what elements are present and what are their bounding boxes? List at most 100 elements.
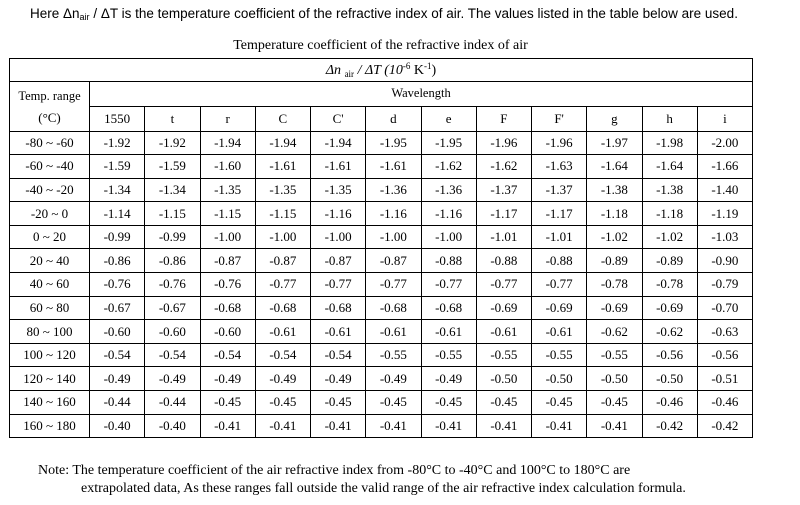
value-cell: -0.88 — [530, 248, 588, 274]
value-cell: -0.45 — [309, 390, 367, 415]
unit-header-row: Δn air / ΔT (10-6 K-1) — [8, 58, 754, 82]
temp-range-cell: -80 ~ -60 — [9, 130, 90, 156]
table-row: 160 ~ 180 -0.40 -0.40 -0.41 -0.41 -0.41 -0.41-… — [9, 413, 754, 439]
value-cell: -0.49 — [199, 366, 256, 392]
value-cell: -1.38 — [586, 177, 643, 203]
value-cell: -1.01 — [530, 224, 588, 250]
footnote: Note: The temperature coefficient of the… — [38, 462, 758, 498]
column-header-row: (°C) 1550 t r C C' d e F F' g h i — [9, 105, 754, 132]
table-row: 0 ~ 20 -0.99 -0.99 -1.00 -1.00 -1.00 -1.00 -1.0… — [9, 224, 754, 250]
value-cell: -0.62 — [586, 319, 643, 344]
value-cell: -1.62 — [475, 154, 533, 179]
value-cell: -1.63 — [530, 154, 588, 179]
temp-range-cell: 140 ~ 160 — [9, 390, 90, 415]
value-cell: -1.00 — [420, 224, 477, 250]
value-cell: -0.40 — [144, 413, 201, 439]
value-cell: -1.94 — [254, 130, 312, 156]
value-cell: -1.35 — [309, 177, 367, 203]
unit-subscript: air — [344, 69, 355, 79]
value-cell: -0.41 — [530, 413, 588, 439]
value-cell: -1.66 — [696, 154, 754, 179]
value-cell: -0.45 — [254, 390, 312, 415]
value-cell: -0.76 — [144, 272, 201, 297]
unit-header: Δn air / ΔT (10-6 K-1) — [8, 58, 754, 82]
value-cell: -0.61 — [475, 319, 533, 344]
temp-range-label: Temp. range — [9, 81, 90, 106]
temp-range-cell: 60 ~ 80 — [9, 295, 90, 321]
value-cell: -0.56 — [641, 342, 698, 368]
temp-range-cell: 160 ~ 180 — [9, 413, 90, 439]
value-cell: -1.62 — [420, 154, 477, 179]
value-cell: -0.50 — [586, 366, 643, 392]
value-cell: -0.61 — [420, 319, 477, 344]
value-cell: -1.94 — [309, 130, 367, 156]
wavelength-label: Wavelength — [88, 81, 754, 107]
temp-range-cell: -60 ~ -40 — [9, 154, 90, 179]
value-cell: -0.76 — [88, 272, 146, 297]
value-cell: -1.61 — [365, 154, 422, 179]
value-cell: -0.49 — [309, 366, 367, 392]
value-cell: -1.02 — [641, 224, 698, 250]
value-cell: -0.45 — [475, 390, 533, 415]
value-cell: -1.15 — [144, 201, 201, 226]
value-cell: -1.35 — [199, 177, 256, 203]
table-row: 140 ~ 160 -0.44 -0.44 -0.45 -0.45 -0.45 -0.45-… — [9, 390, 754, 415]
value-cell: -1.96 — [530, 130, 588, 156]
column-header: 1550 — [88, 105, 146, 132]
value-cell: -0.63 — [696, 319, 754, 344]
value-cell: -1.15 — [254, 201, 312, 226]
unit-kelvin: K — [410, 63, 424, 78]
column-header: F — [475, 105, 533, 132]
table-row: 80 ~ 100 -0.60 -0.60 -0.60 -0.61 -0.61 -0.61 -0… — [9, 319, 754, 344]
value-cell: -2.00 — [696, 130, 754, 156]
column-header: i — [696, 105, 754, 132]
value-cell: -0.87 — [199, 248, 256, 274]
value-cell: -0.45 — [365, 390, 422, 415]
table-row: -80 ~ -60 -1.92 -1.92 -1.94 -1.94 -1.94 -1.95-… — [9, 130, 754, 156]
value-cell: -0.87 — [309, 248, 367, 274]
value-cell: -0.41 — [254, 413, 312, 439]
value-cell: -1.36 — [365, 177, 422, 203]
value-cell: -0.49 — [420, 366, 477, 392]
value-cell: -0.54 — [254, 342, 312, 368]
value-cell: -0.69 — [475, 295, 533, 321]
value-cell: -1.35 — [254, 177, 312, 203]
value-cell: -0.89 — [641, 248, 698, 274]
value-cell: -0.49 — [365, 366, 422, 392]
value-cell: -1.00 — [199, 224, 256, 250]
value-cell: -1.40 — [696, 177, 754, 203]
value-cell: -0.69 — [586, 295, 643, 321]
value-cell: -0.77 — [309, 272, 367, 297]
temp-range-cell: 20 ~ 40 — [9, 248, 90, 274]
intro-suffix: / ΔT is the temperature coefficient of t… — [89, 6, 738, 21]
value-cell: -1.16 — [365, 201, 422, 226]
value-cell: -1.00 — [309, 224, 367, 250]
value-cell: -1.59 — [144, 154, 201, 179]
intro-prefix: Here Δn — [30, 6, 80, 21]
value-cell: -0.41 — [420, 413, 477, 439]
temp-range-cell: -40 ~ -20 — [9, 177, 90, 203]
column-header: C' — [309, 105, 367, 132]
value-cell: -1.00 — [365, 224, 422, 250]
value-cell: -0.49 — [144, 366, 201, 392]
value-cell: -0.69 — [641, 295, 698, 321]
value-cell: -0.45 — [586, 390, 643, 415]
unit-exponent: -6 — [402, 61, 411, 71]
value-cell: -0.41 — [365, 413, 422, 439]
value-cell: -1.01 — [475, 224, 533, 250]
column-header: C — [254, 105, 312, 132]
table-row: 60 ~ 80 -0.67 -0.67 -0.68 -0.68 -0.68 -0.68 -0.… — [9, 295, 754, 321]
value-cell: -0.87 — [365, 248, 422, 274]
value-cell: -0.86 — [88, 248, 146, 274]
value-cell: -0.61 — [365, 319, 422, 344]
value-cell: -0.55 — [475, 342, 533, 368]
table-row: -60 ~ -40 -1.59 -1.59 -1.60 -1.61 -1.61 -1.61-… — [9, 154, 754, 179]
value-cell: -0.60 — [199, 319, 256, 344]
value-cell: -1.97 — [586, 130, 643, 156]
value-cell: -0.49 — [254, 366, 312, 392]
value-cell: -1.37 — [530, 177, 588, 203]
unit-delta-n: Δn — [325, 63, 345, 78]
value-cell: -1.15 — [199, 201, 256, 226]
table-caption: Temperature coefficient of the refractiv… — [233, 38, 528, 53]
value-cell: -0.54 — [309, 342, 367, 368]
